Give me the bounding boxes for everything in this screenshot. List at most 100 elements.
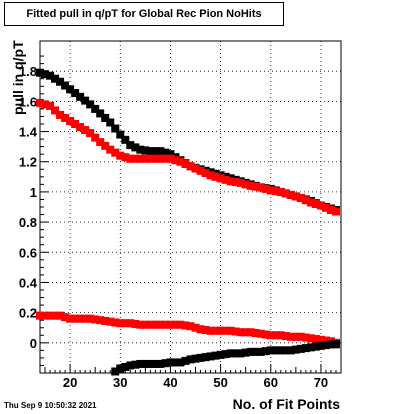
data-point [131,319,140,328]
data-point [326,206,335,215]
y-tick-label: 1.4 [19,125,38,140]
data-point [131,360,140,369]
data-point [111,148,120,157]
data-point [231,327,240,336]
data-point [171,156,180,165]
x-tick-label: 20 [63,375,77,390]
data-point [166,358,175,367]
chart-title: Fitted pull in q/pT for Global Rec Pion … [4,2,284,26]
x-tick-label: 40 [163,375,177,390]
data-point [46,311,55,320]
data-point [111,318,120,327]
data-point [116,319,125,328]
y-tick-label: 1.2 [19,155,37,170]
data-point [196,353,205,362]
data-point [146,359,155,368]
data-point [261,347,270,356]
data-point [51,311,60,320]
data-point [91,104,100,113]
data-point [216,174,225,183]
data-point [151,359,160,368]
data-point [191,164,200,173]
data-point [66,314,75,323]
data-point [41,311,50,320]
data-point [146,147,155,156]
data-point [81,314,90,323]
data-point [46,71,55,80]
data-point [161,320,170,329]
data-point [296,344,305,353]
data-point [316,335,325,344]
data-point [36,311,44,320]
data-point [186,322,195,331]
data-point [86,314,95,323]
data-point [251,347,260,356]
data-point [306,198,315,207]
data-point [76,123,85,132]
y-axis-title: pull in q/pT [10,40,26,115]
data-point [306,343,315,352]
data-point [211,351,220,360]
data-point [51,106,60,115]
data-point [141,146,150,155]
data-point [161,359,170,368]
data-point [241,180,250,189]
data-point [331,340,340,349]
data-point [96,138,105,147]
data-point [236,178,245,187]
data-point [281,189,290,198]
data-point [71,120,80,128]
data-point [56,110,65,119]
data-point [61,113,70,122]
data-point [121,362,130,371]
data-point [211,172,220,181]
data-point [216,350,225,359]
data-point [261,184,270,193]
data-point [96,109,105,118]
data-point [301,333,310,342]
data-point [136,359,145,368]
data-point [111,367,120,376]
data-point [251,182,260,191]
data-point [276,187,285,196]
data-point [281,332,290,341]
data-point [251,329,260,338]
data-point [151,320,160,329]
data-point [71,89,80,98]
data-point [176,320,185,329]
data-point [166,150,175,159]
data-point [161,148,170,157]
data-point [166,320,175,329]
data-point [301,196,310,205]
data-point [321,341,330,350]
data-point [156,154,165,163]
data-point [271,331,280,340]
x-tick-label: 70 [314,375,328,390]
data-point [141,320,150,329]
data-point [256,347,265,356]
data-point [156,359,165,368]
y-tick-label: 0.2 [19,306,37,321]
data-point [221,350,230,359]
data-point [76,92,85,101]
data-point [66,85,75,94]
data-point [241,328,250,337]
data-point [291,192,300,201]
data-point [86,100,95,109]
data-point [331,207,340,216]
data-point [286,190,295,199]
data-point [316,341,325,350]
data-point [71,314,80,323]
data-point [206,171,215,180]
data-point [156,320,165,329]
data-point [266,331,275,340]
data-point [241,348,250,357]
data-point [136,145,145,154]
data-point [91,133,100,142]
data-point [246,347,255,356]
data-point [131,143,140,152]
data-point [116,151,125,160]
data-point [36,68,44,77]
data-point [186,355,195,364]
